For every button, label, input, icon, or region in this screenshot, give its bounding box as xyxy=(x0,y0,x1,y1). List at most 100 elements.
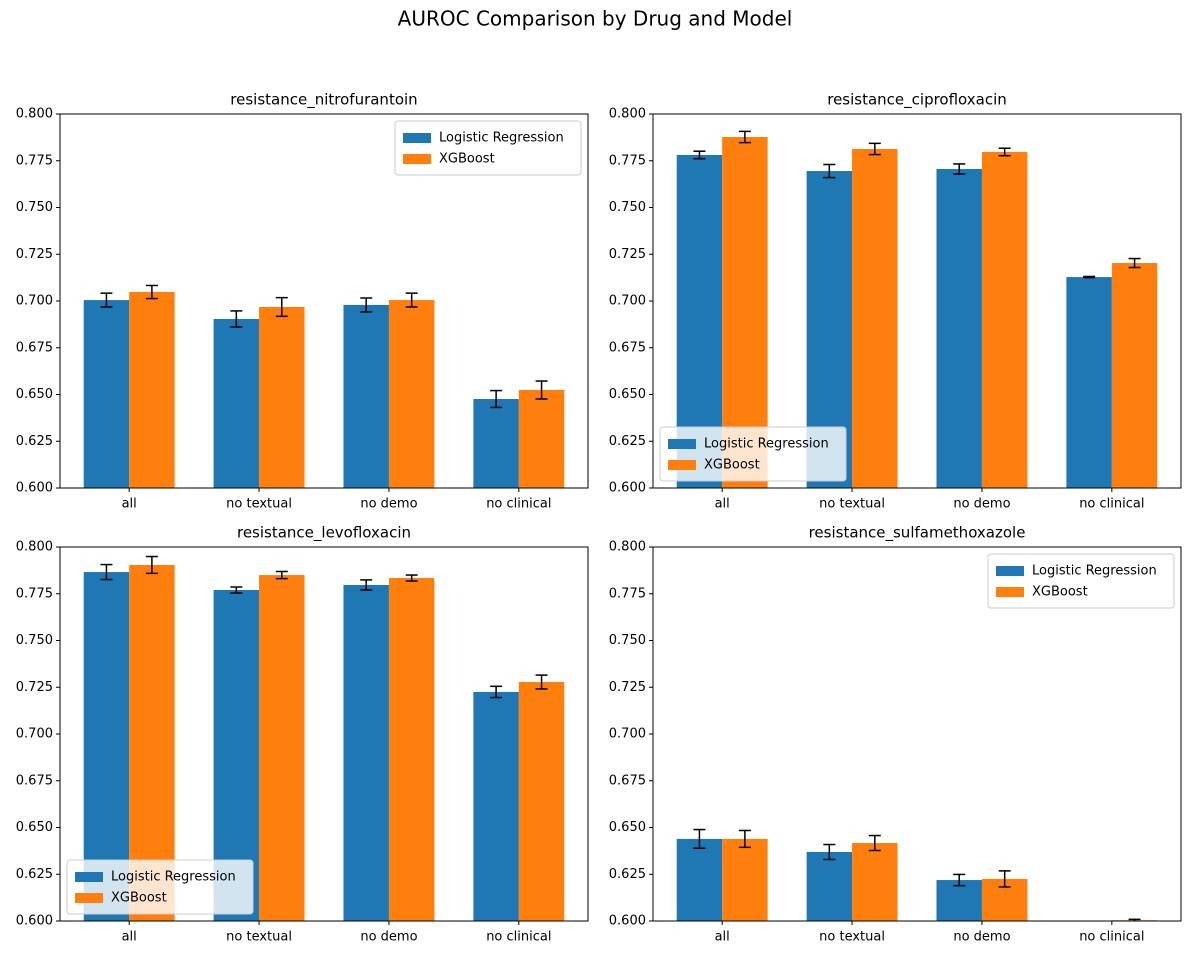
error-bar xyxy=(868,142,881,156)
error-bar xyxy=(100,292,113,308)
legend: Logistic Regression XGBoost xyxy=(394,120,582,176)
error-bar xyxy=(145,555,158,575)
legend-box xyxy=(394,120,582,176)
plot-area xyxy=(83,284,565,488)
bar xyxy=(852,148,898,488)
y-tick-label: 0.725 xyxy=(16,247,53,262)
y-tick-label: 0.750 xyxy=(16,633,53,648)
y-tick-label: 0.800 xyxy=(16,540,53,555)
bar xyxy=(852,843,898,921)
legend-swatch xyxy=(996,566,1024,576)
x-tick-label: no clinical xyxy=(486,497,551,512)
x-tick-label: no demo xyxy=(360,497,417,512)
bar xyxy=(388,578,435,921)
error-bar xyxy=(738,130,751,144)
axes-frame xyxy=(59,113,589,489)
y-tick-label: 0.650 xyxy=(16,387,53,402)
y-tick-label: 0.750 xyxy=(609,200,646,215)
error-bar xyxy=(100,563,113,581)
plot-area xyxy=(676,828,1158,921)
subplot: resistance_ciprofloxacin 0.600 0.625 0.650 0… xyxy=(609,91,1182,512)
bar xyxy=(473,398,519,488)
bar xyxy=(259,306,305,488)
y-tick-label: 0.725 xyxy=(609,247,646,262)
bar xyxy=(936,168,982,488)
legend-swatch xyxy=(403,133,431,143)
error-bar xyxy=(230,586,243,594)
legend-swatch xyxy=(668,460,696,470)
bar xyxy=(83,300,130,488)
x-tick-label: all xyxy=(122,930,137,945)
y-tick-label: 0.775 xyxy=(609,586,646,601)
error-bar xyxy=(360,579,373,591)
bar xyxy=(806,851,853,921)
bar xyxy=(213,318,260,488)
error-bar xyxy=(490,389,503,409)
legend-box xyxy=(66,859,254,915)
error-bar xyxy=(823,843,836,861)
legend-label: Logistic Regression xyxy=(704,437,829,452)
legend-swatch xyxy=(75,893,103,903)
bar xyxy=(722,838,768,921)
y-tick-label: 0.675 xyxy=(609,340,646,355)
legend: Logistic Regression XGBoost xyxy=(987,553,1175,609)
y-tick-label: 0.775 xyxy=(16,153,53,168)
error-bar xyxy=(1083,275,1096,279)
y-tick-label: 0.600 xyxy=(16,481,53,496)
error-bar xyxy=(275,570,288,580)
legend-label: Logistic Regression xyxy=(439,131,564,146)
legend-swatch xyxy=(996,587,1024,597)
y-tick-label: 0.600 xyxy=(609,481,646,496)
x-tick-label: no textual xyxy=(226,497,292,512)
bar xyxy=(936,880,982,921)
y-tick-label: 0.700 xyxy=(609,294,646,309)
error-bar xyxy=(405,574,418,582)
error-bar xyxy=(998,147,1011,157)
legend-box xyxy=(987,553,1175,609)
y-tick-label: 0.625 xyxy=(609,867,646,882)
legend: Logistic Regression XGBoost xyxy=(66,859,254,915)
y-tick-label: 0.700 xyxy=(16,727,53,742)
bar xyxy=(981,151,1028,488)
x-tick-label: no textual xyxy=(819,497,885,512)
y-tick-label: 0.675 xyxy=(609,773,646,788)
error-bar xyxy=(405,292,418,308)
legend-label: Logistic Regression xyxy=(111,870,236,885)
error-bar xyxy=(1128,257,1141,269)
bar xyxy=(129,292,175,488)
y-tick-label: 0.675 xyxy=(16,773,53,788)
x-tick-label: all xyxy=(715,930,730,945)
legend-swatch xyxy=(403,154,431,164)
figure-title: AUROC Comparison by Drug and Model xyxy=(398,7,793,31)
axes-frame xyxy=(652,113,1182,489)
bar xyxy=(518,682,565,921)
error-bar xyxy=(275,296,288,318)
axes-frame xyxy=(652,546,1182,922)
error-bar xyxy=(230,310,243,328)
bar xyxy=(388,300,435,488)
y-tick-label: 0.725 xyxy=(609,680,646,695)
x-tick-label: no clinical xyxy=(1079,497,1144,512)
legend-label: Logistic Regression xyxy=(1032,564,1157,579)
bar xyxy=(1111,263,1158,488)
subplot: resistance_sulfamethoxazole 0.600 0.625 0.6… xyxy=(609,524,1182,945)
subplot: resistance_nitrofurantoin 0.600 0.625 0.650… xyxy=(16,91,589,512)
x-tick-label: no demo xyxy=(953,930,1010,945)
legend-swatch xyxy=(75,872,103,882)
y-tick-label: 0.775 xyxy=(609,153,646,168)
error-bar xyxy=(953,163,966,175)
x-tick-label: no demo xyxy=(360,930,417,945)
legend-box xyxy=(659,426,847,482)
axes-frame xyxy=(59,546,589,922)
y-tick-label: 0.725 xyxy=(16,680,53,695)
legend-label: XGBoost xyxy=(439,152,495,167)
y-tick-label: 0.625 xyxy=(16,867,53,882)
bar xyxy=(676,838,723,921)
error-bar xyxy=(823,163,836,179)
error-bar xyxy=(145,284,158,300)
y-tick-label: 0.675 xyxy=(16,340,53,355)
error-bar xyxy=(998,870,1011,888)
x-tick-label: no clinical xyxy=(486,930,551,945)
legend-label: XGBoost xyxy=(1032,585,1088,600)
